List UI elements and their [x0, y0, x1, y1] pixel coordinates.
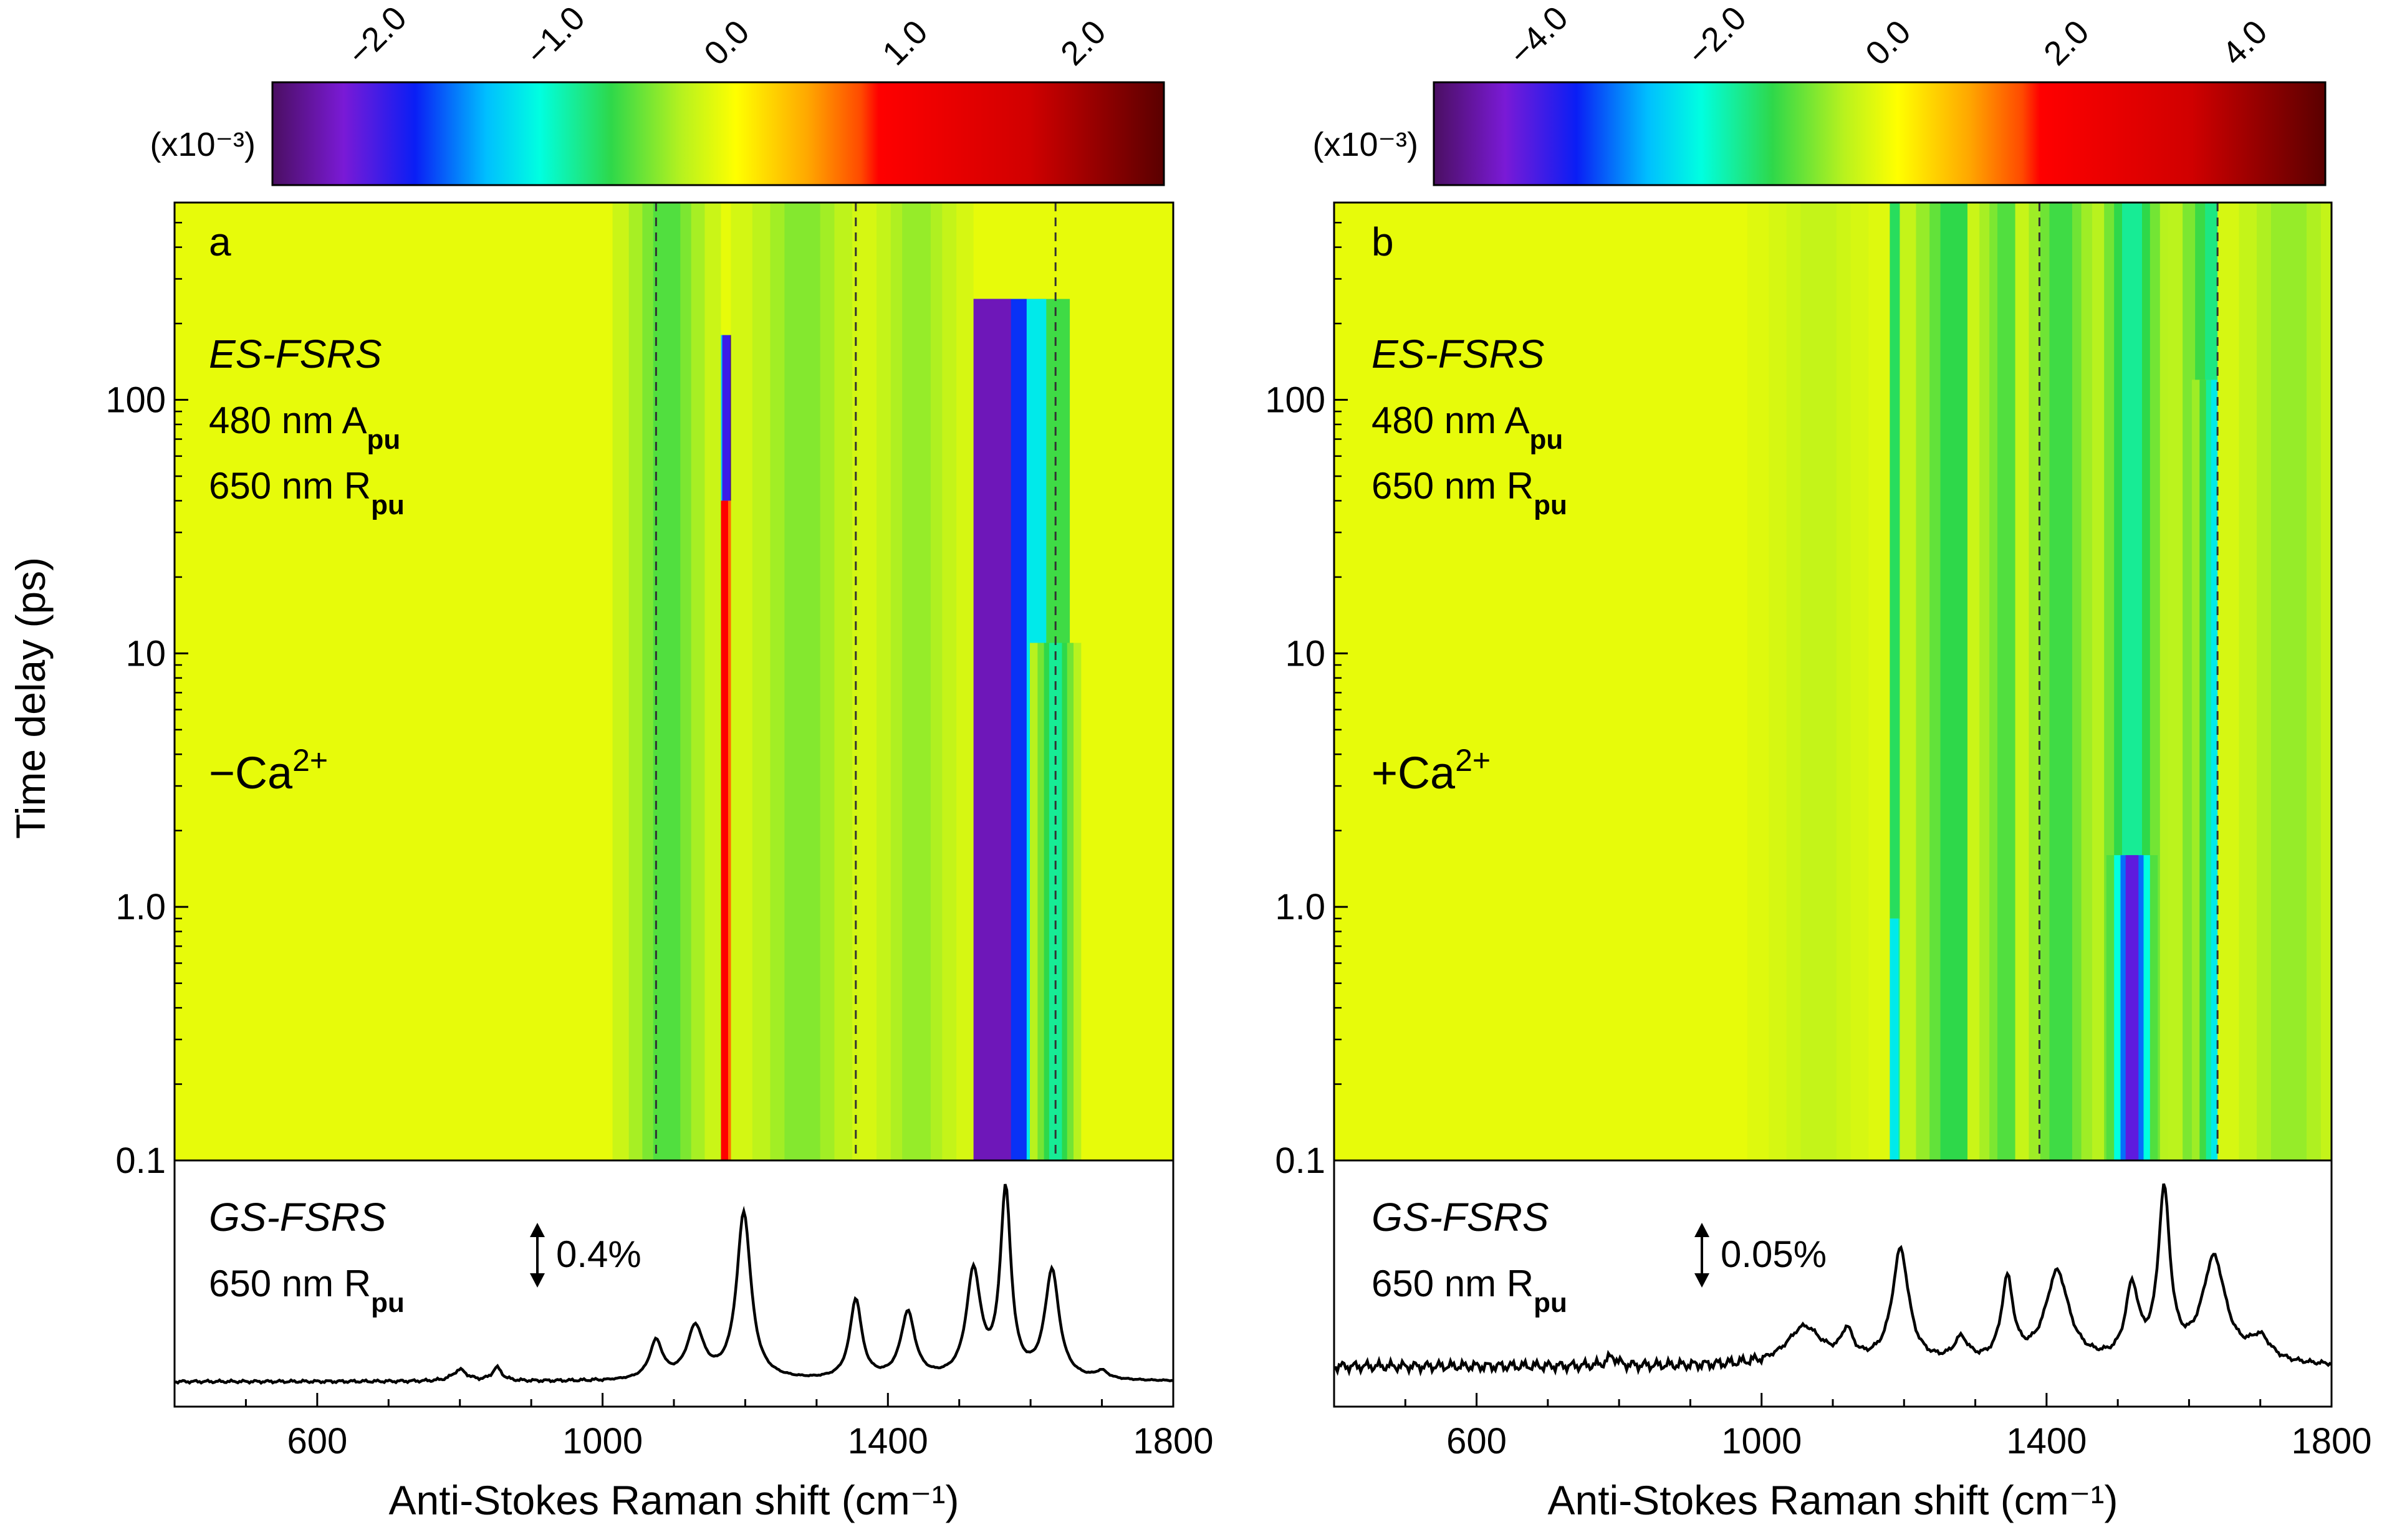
heatmap-band-layer — [2125, 855, 2139, 1160]
heatmap-band — [612, 203, 721, 1160]
colorbar-tick-label: −1.0 — [519, 0, 592, 72]
panel-b-gs-pump-label: 650 nm Rpu — [1371, 1263, 1567, 1318]
heatmap-band-layer — [971, 299, 1011, 1160]
heatmap-b-y-ticks: 0.1 1.0 10 100 — [1265, 201, 1348, 1181]
heatmap-band-layer — [2270, 203, 2307, 1160]
heatmap-band-layer — [1940, 203, 1967, 1160]
spectrum-a-line — [174, 1184, 1174, 1385]
panel-b-gs-title: GS-FSRS — [1371, 1195, 1549, 1240]
panel-a-es-title: ES-FSRS — [209, 332, 382, 376]
x-tick-label: 1000 — [562, 1421, 643, 1461]
heatmap-band-layer — [1800, 203, 1837, 1160]
colorbar-tick-label: 4.0 — [2215, 13, 2275, 73]
heatmap-band — [1747, 203, 1890, 1160]
colorbar-b — [1433, 81, 2327, 186]
y-tick-label: 100 — [1265, 380, 1325, 421]
panel-b-label: b — [1371, 219, 1394, 264]
x-axis-label-a: Anti-Stokes Raman shift (cm⁻¹) — [388, 1477, 959, 1523]
colorbar-tick-label: −4.0 — [1502, 0, 1575, 72]
y-tick-label: 0.1 — [1275, 1141, 1325, 1181]
spectrum-b-x-ticks: 600 1000 1400 1800 — [1333, 1393, 2372, 1461]
colorbar-tick-label: 0.0 — [1858, 13, 1918, 73]
svg-text:0.4%: 0.4% — [556, 1233, 641, 1275]
heatmap-a-y-ticks: 0.1 1.0 10 100 — [105, 201, 188, 1181]
heatmap-band-layer — [2049, 203, 2072, 1160]
heatmap-band — [859, 203, 974, 1160]
spectrum-a-x-ticks: 600 1000 1400 1800 — [173, 1393, 1214, 1461]
colorbar-tick-label: 1.0 — [875, 13, 935, 73]
heatmap-a-dashed-lines — [655, 203, 1057, 1160]
heatmap-band — [1029, 643, 1082, 1160]
colorbar-tick-label: −2.0 — [1680, 0, 1754, 72]
x-tick-label: 1000 — [1721, 1421, 1802, 1461]
heatmap-band-layer — [1888, 918, 1899, 1160]
colorbar-a-ticks: −2.0 −1.0 0.0 1.0 2.0 — [340, 0, 1113, 72]
x-tick-label: 1400 — [2006, 1421, 2087, 1461]
x-tick-label: 1800 — [2291, 1421, 2371, 1461]
colorbar-tick-label: 0.0 — [697, 13, 757, 73]
panel-a-gs-title: GS-FSRS — [209, 1195, 386, 1240]
heatmap-band-layer — [653, 203, 681, 1160]
y-axis-label: Time delay (ps) — [7, 557, 54, 839]
colorbar-b-exponent: (x10⁻³) — [1312, 126, 1418, 163]
colorbar-tick-label: −2.0 — [340, 0, 414, 72]
panel-a-scale-bar: 0.4% — [530, 1223, 641, 1288]
heatmap-band — [2217, 203, 2332, 1160]
panel-b-scale-bar: 0.05% — [1694, 1223, 1827, 1288]
heatmap-a — [175, 203, 1173, 1160]
panel-a-label: a — [209, 219, 231, 264]
x-tick-label: 600 — [1446, 1421, 1507, 1461]
colorbar-tick-label: 2.0 — [1054, 13, 1113, 73]
y-tick-label: 10 — [125, 633, 166, 674]
y-tick-label: 1.0 — [115, 887, 166, 927]
x-tick-label: 1800 — [1133, 1421, 1213, 1461]
x-tick-label: 600 — [287, 1421, 347, 1461]
x-tick-label: 1400 — [848, 1421, 928, 1461]
colorbar-tick-label: 2.0 — [2037, 13, 2097, 73]
svg-text:0.05%: 0.05% — [1721, 1233, 1827, 1275]
panel-b-es-title: ES-FSRS — [1371, 332, 1544, 376]
colorbar-a-exponent: (x10⁻³) — [150, 126, 256, 163]
heatmap-b-dashed-lines — [2038, 203, 2219, 1160]
spectrum-b-line — [1333, 1183, 2333, 1377]
heatmap-band-layer — [1049, 643, 1062, 1160]
y-tick-label: 0.1 — [115, 1141, 166, 1181]
heatmap-band-layer — [902, 203, 931, 1160]
colorbar-b-ticks: −4.0 −2.0 0.0 2.0 4.0 — [1502, 0, 2275, 72]
y-tick-label: 1.0 — [1275, 887, 1325, 927]
panel-a-gs-pump-label: 650 nm Rpu — [209, 1263, 405, 1318]
x-axis-label-b: Anti-Stokes Raman shift (cm⁻¹) — [1547, 1477, 2118, 1523]
heatmap-band — [731, 203, 874, 1160]
colorbar-a — [271, 81, 1165, 186]
y-tick-label: 10 — [1285, 633, 1325, 674]
heatmap-band-layer — [784, 203, 820, 1160]
heatmap-band-layer — [1997, 203, 2017, 1160]
y-tick-label: 100 — [105, 380, 166, 421]
heatmap-band — [2106, 855, 2158, 1160]
